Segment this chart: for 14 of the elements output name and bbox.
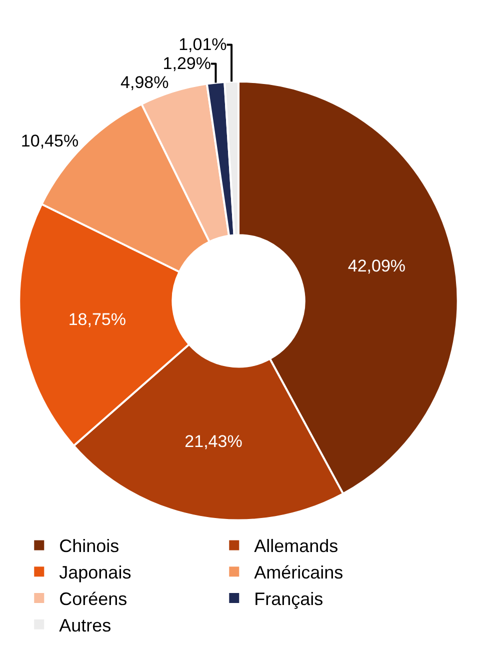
- data-label: 4,98%: [120, 73, 169, 92]
- data-label: 10,45%: [20, 132, 79, 151]
- legend-label: Allemands: [254, 536, 338, 556]
- legend-label: Autres: [59, 615, 112, 636]
- legend-label: Japonais: [59, 562, 132, 583]
- legend-label: Coréens: [59, 589, 128, 610]
- data-label: 18,75%: [68, 310, 126, 330]
- data-label: 1,01%: [178, 35, 227, 54]
- data-label: 21,43%: [184, 432, 242, 451]
- legend-label: Chinois: [59, 536, 120, 556]
- legend-label: Français: [254, 589, 324, 610]
- legend-label: Américains: [254, 562, 344, 583]
- data-label: 42,09%: [348, 256, 406, 276]
- data-label: 1,29%: [162, 54, 211, 74]
